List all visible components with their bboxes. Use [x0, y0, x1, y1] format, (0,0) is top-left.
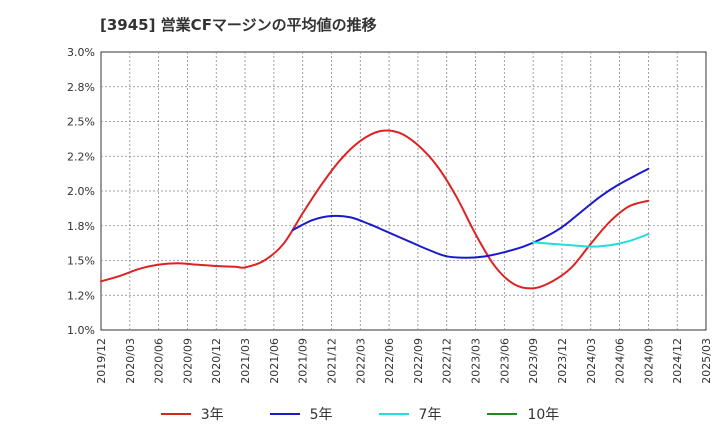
- x-tick-label: 2023/12: [556, 338, 569, 384]
- x-tick-label: 2024/09: [642, 338, 655, 384]
- x-tick-label: 2023/09: [527, 338, 540, 384]
- x-tick-label: 2021/12: [325, 338, 338, 384]
- grid-horizontal: [101, 86, 706, 296]
- x-tick-label: 2022/09: [412, 338, 425, 384]
- legend-label-5y: 5年: [309, 407, 333, 423]
- x-tick-label: 2020/06: [153, 338, 166, 384]
- x-tick-label: 2025/03: [700, 338, 713, 384]
- legend-item-7y[interactable]: 7年: [378, 404, 442, 424]
- y-axis-labels: 1.0% 1.2% 1.5% 1.8% 2.0% 2.2% 2.5% 2.8% 3.0%: [67, 46, 95, 337]
- legend-item-5y[interactable]: 5年: [269, 404, 333, 424]
- legend-item-3y[interactable]: 3年: [160, 404, 224, 424]
- legend-swatch-10y: [487, 413, 518, 415]
- y-tick-label: 1.2%: [67, 289, 95, 302]
- legend-label-7y: 7年: [418, 407, 442, 423]
- x-tick-label: 2024/03: [585, 338, 598, 384]
- y-tick-label: 2.2%: [67, 150, 95, 163]
- x-tick-label: 2020/03: [124, 338, 137, 384]
- x-tick-label: 2023/03: [470, 338, 483, 384]
- legend-swatch-5y: [269, 413, 300, 415]
- x-tick-label: 2021/03: [239, 338, 252, 384]
- x-axis-labels: 2019/12 2020/03 2020/06 2020/09 2020/12 2021/…: [95, 338, 713, 384]
- y-tick-label: 1.5%: [67, 255, 95, 268]
- y-tick-label: 1.0%: [67, 324, 95, 337]
- x-tick-label: 2020/09: [181, 338, 194, 384]
- series-line-7y: [532, 233, 650, 248]
- legend: 3年 5年 7年 10年: [0, 404, 720, 424]
- legend-swatch-7y: [378, 413, 409, 415]
- x-tick-label: 2022/12: [441, 338, 454, 384]
- x-tick-label: 2021/09: [297, 338, 310, 384]
- series-line-3y: [100, 129, 650, 290]
- y-tick-label: 1.8%: [67, 220, 95, 233]
- plot-area: [100, 51, 707, 331]
- chart-title: [3945] 営業CFマージンの平均値の推移: [100, 16, 377, 34]
- y-tick-label: 3.0%: [67, 46, 95, 59]
- x-tick-label: 2019/12: [95, 338, 108, 384]
- x-tick-label: 2022/03: [354, 338, 367, 384]
- legend-item-10y[interactable]: 10年: [487, 404, 559, 424]
- x-tick-label: 2024/12: [671, 338, 684, 384]
- x-tick-label: 2022/06: [383, 338, 396, 384]
- x-tick-label: 2020/12: [210, 338, 223, 384]
- legend-label-3y: 3年: [200, 407, 224, 423]
- x-tick-label: 2023/06: [498, 338, 511, 384]
- y-tick-label: 2.5%: [67, 116, 95, 129]
- y-tick-label: 2.0%: [67, 185, 95, 198]
- legend-label-10y: 10年: [527, 407, 560, 423]
- x-tick-label: 2021/06: [268, 338, 281, 384]
- series-layer: [100, 129, 650, 290]
- legend-swatch-3y: [160, 413, 191, 415]
- y-tick-label: 2.8%: [67, 81, 95, 94]
- series-line-5y: [292, 167, 650, 259]
- x-tick-label: 2024/06: [614, 338, 627, 384]
